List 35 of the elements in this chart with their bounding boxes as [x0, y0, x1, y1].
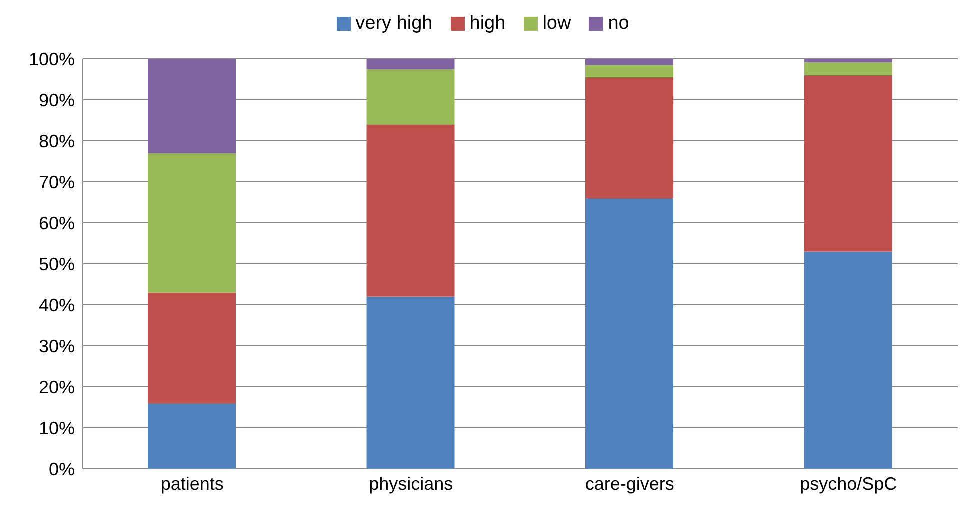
y-tick-label: 80% [38, 131, 75, 152]
bar [148, 59, 236, 154]
bar [586, 198, 674, 469]
y-tick-label: 20% [38, 377, 75, 398]
y-tick-label: 30% [38, 336, 75, 356]
bar [366, 69, 455, 125]
y-tick-label: 100% [28, 49, 75, 70]
bar [586, 65, 674, 78]
legend-label: high [468, 13, 506, 35]
y-tick-label: 60% [38, 213, 75, 234]
y-tick-label: 40% [38, 295, 75, 316]
bar [148, 153, 236, 293]
bar [804, 75, 892, 252]
bar [148, 292, 236, 404]
y-tick-label: 10% [38, 418, 75, 438]
legend-label: no [607, 13, 630, 35]
x-tick-label: care-givers [585, 474, 674, 494]
y-tick-label: 90% [38, 90, 75, 110]
y-tick-label: 0% [48, 459, 75, 480]
bar [804, 62, 892, 76]
x-tick-label: patients [160, 474, 224, 494]
y-tick-label: 70% [38, 172, 75, 192]
x-tick-label: psycho/SpC [800, 474, 898, 494]
legend-label: very high [354, 13, 433, 35]
bar [804, 252, 892, 469]
y-tick-label: 50% [38, 254, 75, 274]
bar [366, 124, 455, 297]
bar [804, 59, 892, 62]
bar [366, 296, 455, 469]
bar [586, 59, 674, 66]
legend-label: low [542, 13, 572, 35]
x-tick-label: physicians [369, 474, 454, 494]
bar [366, 59, 455, 70]
bar [148, 403, 236, 469]
bar [586, 77, 674, 198]
